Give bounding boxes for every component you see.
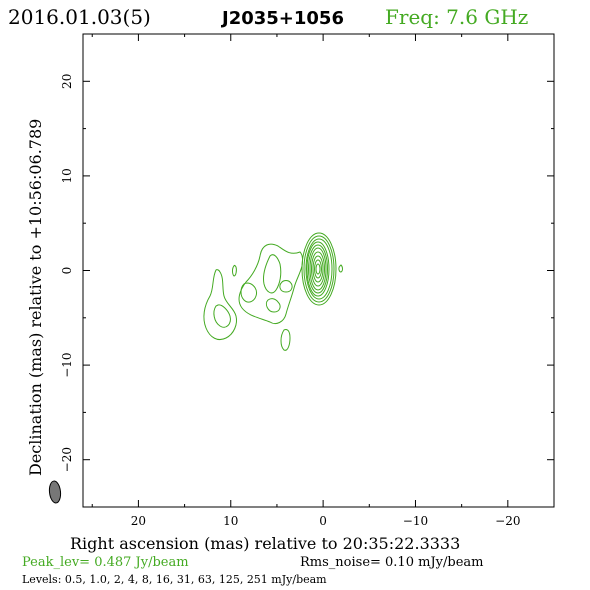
core-contour: [314, 259, 322, 279]
y-axis-label: Declination (mas) relative to +10:56:06.…: [26, 119, 45, 476]
rms-noise: Rms_noise= 0.10 mJy/beam: [300, 555, 483, 570]
x-tick-label: −20: [495, 514, 520, 528]
y-tick-label: 10: [60, 168, 74, 183]
x-tick-label: 20: [131, 514, 146, 528]
jet-contour: [280, 329, 291, 351]
jet-contour: [232, 264, 237, 277]
jet-contour: [240, 282, 257, 303]
frequency-title: Freq: 7.6 GHz: [385, 5, 528, 29]
core-contour: [315, 263, 321, 275]
x-axis-label: Right ascension (mas) relative to 20:35:…: [70, 534, 460, 553]
jet-contour: [213, 304, 231, 328]
jet-contour: [265, 298, 281, 313]
y-tick-label: 20: [60, 74, 74, 89]
core-contour: [305, 238, 333, 300]
core-contour: [311, 251, 325, 287]
jet-contour: [238, 243, 304, 325]
core-contour: [309, 247, 327, 291]
jet-contour: [203, 269, 237, 341]
jet-contour: [263, 254, 282, 294]
y-axis-ticks: 20 10 0 −10 −20: [60, 74, 554, 472]
core-contour: [306, 241, 330, 297]
epoch-title: 2016.01.03(5): [8, 5, 151, 29]
contour-levels: Levels: 0.5, 1.0, 2, 4, 8, 16, 31, 63, 1…: [22, 573, 327, 586]
contour-map: [203, 232, 343, 351]
y-tick-label: 0: [60, 267, 74, 275]
x-tick-label: 10: [223, 514, 238, 528]
source-title: J2035+1056: [220, 8, 344, 29]
y-tick-label: −20: [60, 447, 74, 472]
restoring-beam: [48, 480, 62, 504]
core-contour: [301, 232, 337, 306]
x-axis-ticks: 20 10 0 −10 −20: [91, 34, 555, 528]
jet-contour: [338, 264, 343, 273]
plot-frame: [82, 33, 555, 508]
x-tick-label: −10: [403, 514, 428, 528]
x-tick-label: 0: [319, 514, 327, 528]
jet-contour: [279, 280, 293, 293]
peak-level: Peak_lev= 0.487 Jy/beam: [22, 555, 189, 570]
core-contour: [303, 235, 335, 303]
core-contour: [308, 244, 328, 294]
y-tick-label: −10: [60, 352, 74, 377]
core-contour: [312, 255, 324, 283]
